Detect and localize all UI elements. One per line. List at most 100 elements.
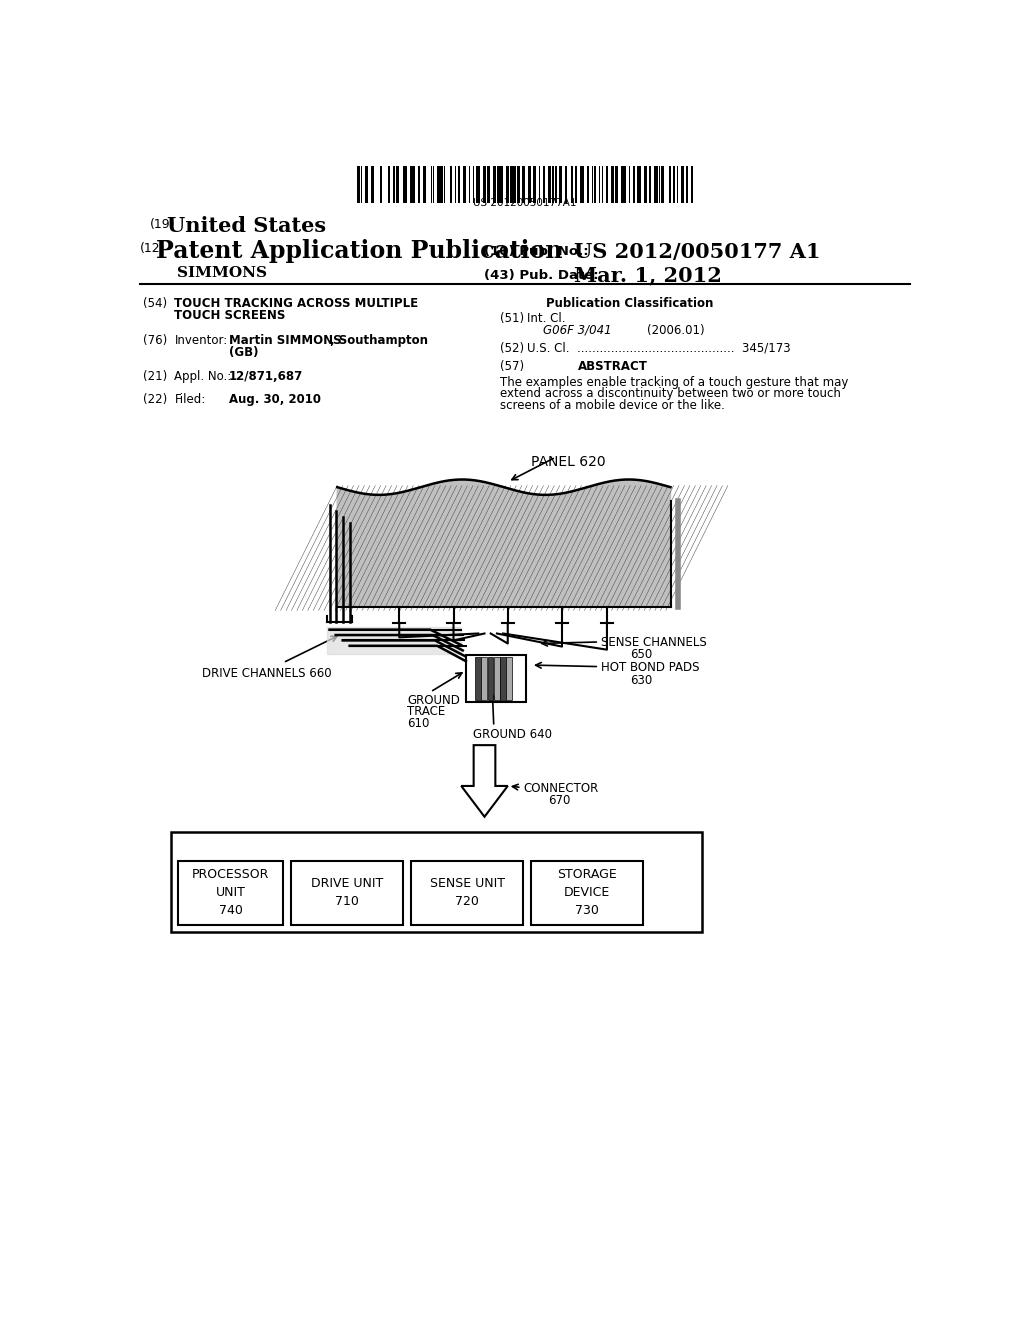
- Bar: [487, 657, 494, 700]
- Text: U.S. Cl.  ..........................................  345/173: U.S. Cl. ...............................…: [527, 342, 791, 355]
- Bar: [502, 166, 503, 203]
- Bar: [365, 166, 368, 203]
- Bar: [463, 166, 466, 203]
- Polygon shape: [328, 627, 461, 653]
- Text: Inventor:: Inventor:: [174, 334, 227, 347]
- Bar: [614, 166, 618, 203]
- Polygon shape: [337, 479, 671, 607]
- Text: screens of a mobile device or the like.: screens of a mobile device or the like.: [500, 399, 725, 412]
- Bar: [555, 166, 557, 203]
- Text: (10) Pub. No.:: (10) Pub. No.:: [484, 244, 589, 257]
- Bar: [681, 166, 684, 203]
- Bar: [494, 657, 500, 700]
- Bar: [481, 657, 487, 700]
- Text: STORAGE
DEVICE
730: STORAGE DEVICE 730: [557, 869, 617, 917]
- Bar: [403, 166, 407, 203]
- Text: US 20120050177A1: US 20120050177A1: [473, 198, 577, 207]
- Bar: [506, 657, 512, 700]
- Text: (51): (51): [500, 313, 524, 326]
- Bar: [431, 166, 432, 203]
- Bar: [521, 166, 524, 203]
- Bar: [291, 861, 403, 924]
- Text: PROCESSOR
UNIT
740: PROCESSOR UNIT 740: [193, 869, 269, 917]
- Text: (2006.01): (2006.01): [647, 323, 705, 337]
- Bar: [178, 861, 283, 924]
- Text: (43) Pub. Date:: (43) Pub. Date:: [484, 268, 599, 281]
- Bar: [532, 166, 536, 203]
- Text: (76): (76): [143, 334, 168, 347]
- Text: TRACE: TRACE: [407, 705, 445, 718]
- Text: TOUCH TRACKING ACROSS MULTIPLE: TOUCH TRACKING ACROSS MULTIPLE: [174, 297, 419, 310]
- Bar: [458, 166, 460, 203]
- Text: Mar. 1, 2012: Mar. 1, 2012: [573, 265, 722, 285]
- Bar: [371, 166, 375, 203]
- Bar: [565, 166, 567, 203]
- Text: Aug. 30, 2010: Aug. 30, 2010: [228, 393, 321, 407]
- Bar: [575, 166, 578, 203]
- Text: Appl. No.:: Appl. No.:: [174, 370, 231, 383]
- Text: Patent Application Publication: Patent Application Publication: [156, 239, 562, 263]
- FancyArrow shape: [461, 744, 508, 817]
- Bar: [587, 166, 589, 203]
- Text: United States: United States: [167, 216, 326, 236]
- Text: CONTROL UNIT 750: CONTROL UNIT 750: [369, 845, 504, 859]
- Text: 630: 630: [630, 673, 652, 686]
- Bar: [654, 166, 657, 203]
- Bar: [487, 166, 490, 203]
- Bar: [396, 166, 399, 203]
- Text: (57): (57): [500, 360, 524, 374]
- Bar: [411, 861, 523, 924]
- Bar: [466, 655, 526, 702]
- Bar: [483, 166, 484, 203]
- Text: GROUND 640: GROUND 640: [473, 729, 552, 742]
- Bar: [450, 166, 453, 203]
- Bar: [637, 166, 641, 203]
- Bar: [660, 166, 664, 203]
- Text: ABSTRACT: ABSTRACT: [578, 360, 647, 374]
- Text: (GB): (GB): [228, 346, 258, 359]
- Bar: [544, 166, 545, 203]
- Text: Int. Cl.: Int. Cl.: [527, 313, 565, 326]
- Bar: [648, 166, 651, 203]
- Bar: [423, 166, 426, 203]
- Text: The examples enable tracking of a touch gesture that may: The examples enable tracking of a touch …: [500, 376, 848, 388]
- Bar: [531, 861, 643, 924]
- Bar: [622, 166, 625, 203]
- Bar: [439, 166, 442, 203]
- Text: (12): (12): [139, 242, 165, 255]
- Bar: [517, 166, 520, 203]
- Bar: [437, 166, 438, 203]
- Bar: [633, 166, 635, 203]
- Text: TOUCH SCREENS: TOUCH SCREENS: [174, 309, 286, 322]
- Text: Martin SIMMONS: Martin SIMMONS: [228, 334, 341, 347]
- Bar: [498, 166, 501, 203]
- Text: (54): (54): [143, 297, 168, 310]
- Bar: [510, 166, 513, 203]
- Text: SIMMONS: SIMMONS: [156, 267, 267, 280]
- Bar: [171, 832, 701, 932]
- Bar: [506, 166, 510, 203]
- Bar: [380, 166, 382, 203]
- Bar: [552, 166, 554, 203]
- Text: 670: 670: [548, 795, 570, 808]
- Bar: [412, 166, 415, 203]
- Bar: [673, 166, 675, 203]
- Bar: [548, 166, 551, 203]
- Text: G06F 3/041: G06F 3/041: [543, 323, 611, 337]
- Text: 610: 610: [407, 717, 429, 730]
- Text: (52): (52): [500, 342, 524, 355]
- Text: CONNECTOR: CONNECTOR: [523, 781, 598, 795]
- Text: SENSE CHANNELS: SENSE CHANNELS: [601, 636, 707, 649]
- Bar: [477, 166, 479, 203]
- Bar: [514, 166, 516, 203]
- Bar: [581, 166, 584, 203]
- Text: 12/871,687: 12/871,687: [228, 370, 303, 383]
- Text: Filed:: Filed:: [174, 393, 206, 407]
- Bar: [644, 166, 647, 203]
- Text: Publication Classification: Publication Classification: [547, 297, 714, 310]
- Text: , Southampton: , Southampton: [330, 334, 427, 347]
- Text: extend across a discontinuity between two or more touch: extend across a discontinuity between tw…: [500, 387, 841, 400]
- Text: DRIVE UNIT
710: DRIVE UNIT 710: [311, 876, 383, 908]
- Bar: [594, 166, 596, 203]
- Bar: [360, 166, 362, 203]
